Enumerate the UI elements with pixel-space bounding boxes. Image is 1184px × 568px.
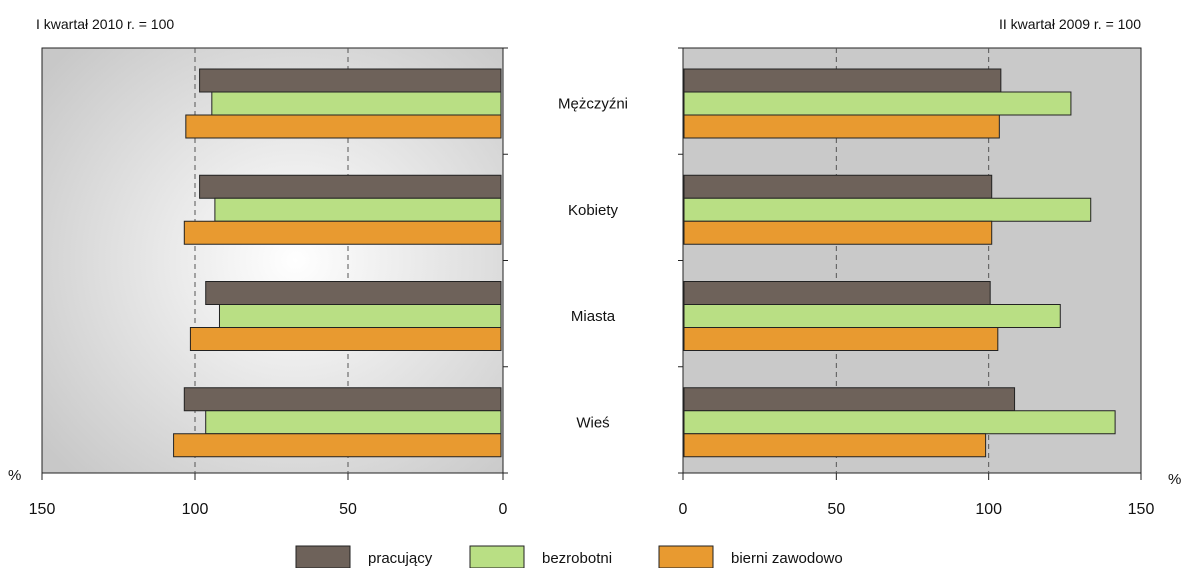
bar-pracujacy-wies [183,387,502,412]
right-axis-ticks: 0 50 100 150 [678,47,1155,518]
legend-swatch-bierni-zawodowo [658,545,714,568]
bar-bierni-zawodowo-miasta [189,327,502,351]
legend-label-bezrobotni: bezrobotni [542,550,612,567]
right-unit-label: % [1168,471,1181,488]
legend: pracujący bezrobotni bierni zawodowo [295,545,843,568]
x-tick-label: 50 [827,501,845,518]
bar-bezrobotni-miasta [683,304,1061,328]
category-label-miasta: Miasta [571,308,616,325]
x-tick-label: 0 [679,501,688,518]
bar-bierni-zawodowo-kobiety [683,220,993,245]
x-tick-label: 150 [29,501,56,518]
category-label-wies: Wieś [576,414,609,431]
x-tick-label: 150 [1128,501,1155,518]
category-labels: Mężczyźni Kobiety Miasta Wieś [558,96,628,432]
bar-pracujacy-mezczyzni [683,68,1002,93]
bar-bezrobotni-wies [683,410,1116,435]
x-tick-label: 50 [339,501,357,518]
left-subtitle: I kwartał 2010 r. = 100 [36,16,174,32]
bar-pracujacy-kobiety [683,174,993,199]
bar-bierni-zawodowo-mezczyzni [683,114,1000,139]
bar-bezrobotni-kobiety [683,197,1092,222]
category-label-kobiety: Kobiety [568,202,619,219]
bar-bezrobotni-kobiety [214,197,502,222]
right-bars [683,68,1116,458]
right-subtitle: II kwartał 2009 r. = 100 [999,16,1141,32]
bar-pracujacy-kobiety [199,174,502,199]
bar-bezrobotni-mezczyzni [683,91,1072,116]
x-tick-label: 0 [499,501,508,518]
x-tick-label: 100 [182,501,209,518]
legend-swatch-pracujacy [295,545,351,568]
bar-pracujacy-mezczyzni [199,68,502,93]
bar-bierni-zawodowo-kobiety [183,220,502,245]
left-unit-label: % [8,467,21,484]
legend-swatch-bezrobotni [469,545,525,568]
legend-label-pracujacy: pracujący [368,550,433,567]
bar-pracujacy-miasta [683,281,991,305]
x-tick-label: 100 [975,501,1002,518]
left-axis-ticks: 150 100 50 0 [29,47,508,518]
bar-bezrobotni-wies [205,410,502,435]
bar-bezrobotni-miasta [218,304,502,328]
bar-bezrobotni-mezczyzni [211,91,502,116]
bar-bierni-zawodowo-wies [173,433,502,458]
bar-pracujacy-wies [683,387,1016,412]
category-label-mezczyzni: Mężczyźni [558,96,628,113]
left-bars [173,68,502,458]
bar-bierni-zawodowo-mezczyzni [185,114,502,139]
bar-pracujacy-miasta [205,281,502,305]
bar-bierni-zawodowo-wies [683,433,987,458]
bar-bierni-zawodowo-miasta [683,327,999,351]
legend-label-bierni-zawodowo: bierni zawodowo [731,550,843,567]
